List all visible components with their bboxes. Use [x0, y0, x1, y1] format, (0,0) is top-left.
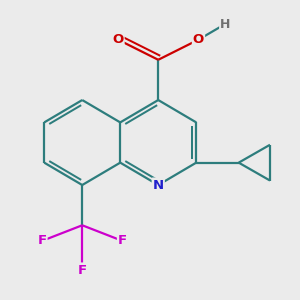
Text: H: H [220, 17, 230, 31]
Text: O: O [193, 33, 204, 46]
Text: N: N [153, 178, 164, 191]
Text: F: F [78, 263, 87, 277]
Text: O: O [112, 33, 124, 46]
Text: F: F [38, 234, 46, 248]
Text: F: F [118, 234, 127, 248]
